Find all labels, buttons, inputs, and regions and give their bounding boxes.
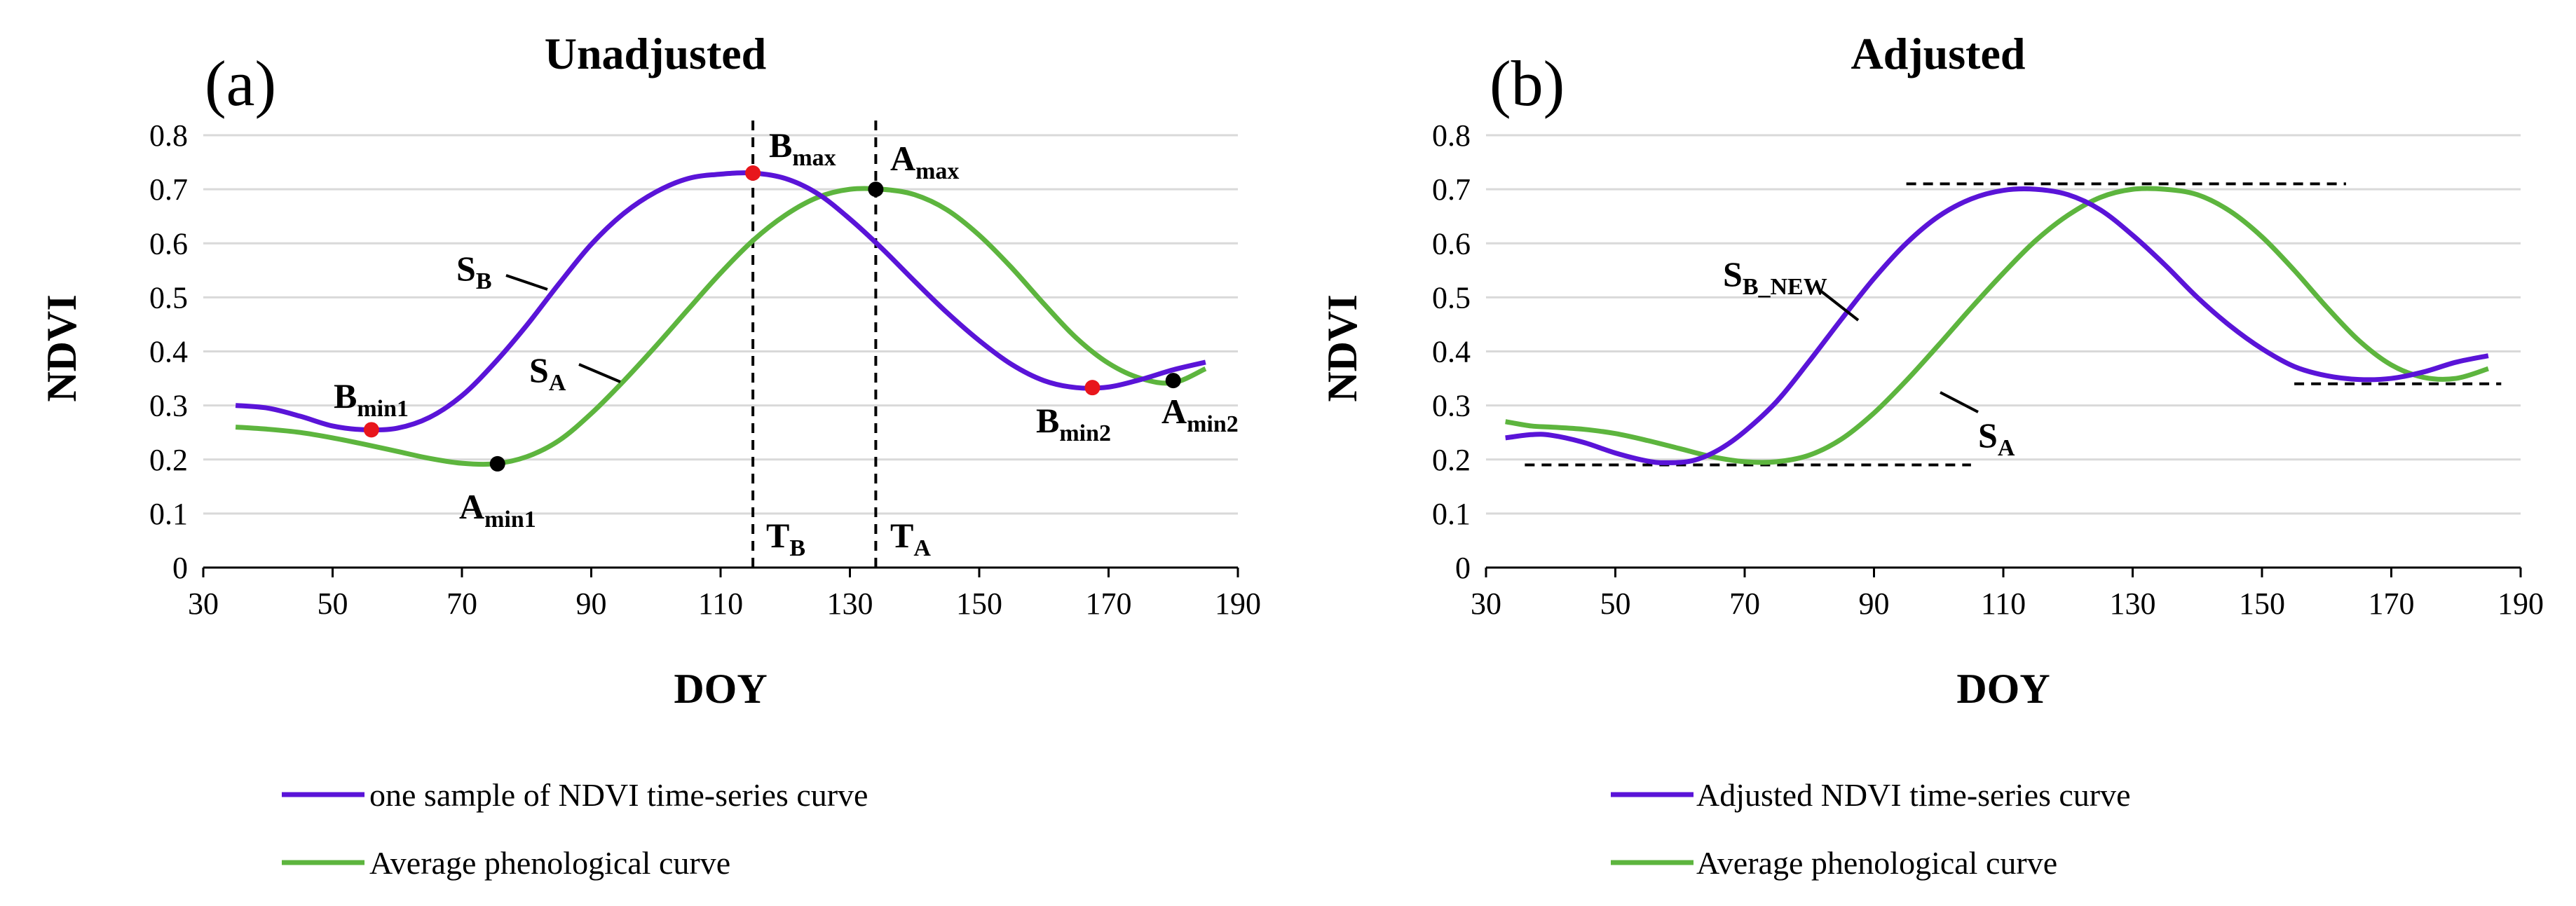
y-tick-label: 0.8	[1432, 118, 1471, 153]
label-b-max: Bmax	[769, 125, 836, 171]
panel-a-x-axis-title: DOY	[674, 666, 767, 712]
legend-label-adjusted-ndvi: Adjusted NDVI time-series curve	[1696, 777, 2131, 813]
label-sb-new: SB_NEW	[1723, 254, 1827, 300]
y-tick-label: 0.5	[1432, 280, 1471, 315]
x-tick-label: 190	[2497, 586, 2544, 621]
y-tick-label: 0.7	[1432, 172, 1471, 207]
y-tick-label: 0	[1455, 551, 1471, 585]
label-tb: TB	[766, 516, 805, 561]
y-tick-label: 0.6	[1432, 226, 1471, 261]
legend-label-ndvi-sample: one sample of NDVI time-series curve	[369, 777, 868, 813]
panel-b-y-axis-title: NDVI	[1319, 294, 1365, 401]
label-sa-b: SA	[1978, 416, 2015, 461]
panel-b-axes	[1485, 566, 2522, 577]
panel-a-legend: one sample of NDVI time-series curve Ave…	[282, 777, 868, 881]
x-tick-label: 130	[827, 586, 873, 621]
label-b-min2: Bmin2	[1036, 401, 1111, 446]
panel-a-x-tick-labels: 30 50 70 90 110 130 150 170 190	[188, 586, 1261, 621]
panel-b-sa-pointer	[1940, 391, 1979, 413]
label-a-min1: Amin1	[459, 487, 536, 533]
x-tick-label: 30	[1471, 586, 1501, 621]
y-tick-label: 0.8	[149, 118, 188, 153]
label-a-min2: Amin2	[1161, 392, 1239, 437]
panel-b-sbnew-pointer	[1818, 289, 1860, 322]
point-a-min2	[1165, 373, 1181, 389]
x-tick-label: 70	[447, 586, 477, 621]
y-tick-label: 0.6	[149, 226, 188, 261]
point-b-min1	[363, 422, 379, 438]
label-sb: SB	[456, 249, 492, 294]
panel-b-x-axis-title: DOY	[1956, 666, 2050, 712]
x-tick-label: 50	[318, 586, 348, 621]
panel-a-axes	[202, 566, 1239, 577]
panel-a-gridlines	[203, 134, 1238, 515]
panel-a-series-ndvi-sample	[235, 170, 1206, 433]
y-tick-label: 0.4	[1432, 335, 1471, 369]
x-tick-label: 170	[1086, 586, 1132, 621]
y-tick-label: 0.7	[149, 172, 188, 207]
label-sa: SA	[529, 350, 566, 396]
panel-b-title: Adjusted	[1851, 29, 2026, 78]
x-tick-label: 50	[1600, 586, 1631, 621]
y-tick-label: 0.3	[149, 389, 188, 423]
x-tick-label: 90	[1859, 586, 1890, 621]
y-tick-label: 0.5	[149, 280, 188, 315]
legend-label-average-phenological: Average phenological curve	[369, 845, 730, 881]
label-b-min1: Bmin1	[334, 376, 409, 422]
panel-b-y-tick-labels: 0 0.1 0.2 0.3 0.4 0.5 0.6 0.7 0.8	[1432, 118, 1471, 585]
y-tick-label: 0.1	[149, 497, 188, 531]
panel-b-legend: Adjusted NDVI time-series curve Average …	[1611, 777, 2131, 881]
panel-b-x-tick-labels: 30 50 70 90 110 130 150 170 190	[1471, 586, 2544, 621]
panel-a-y-tick-labels: 0 0.1 0.2 0.3 0.4 0.5 0.6 0.7 0.8	[149, 118, 188, 585]
panel-a-series-average-phenological	[235, 186, 1207, 467]
panel-b-adjusted: (b) Adjusted 0 0.1 0.2 0.3 0.4 0.5 0.6 0…	[1319, 29, 2544, 881]
label-a-max: Amax	[890, 139, 959, 184]
y-tick-label: 0.1	[1432, 497, 1471, 531]
label-ta: TA	[890, 516, 931, 561]
panel-a-y-axis-title: NDVI	[39, 294, 85, 401]
panel-b-series-average-phenological	[1505, 186, 2489, 465]
y-tick-label: 0	[172, 551, 188, 585]
legend-label-average-phenological-b: Average phenological curve	[1696, 845, 2057, 881]
x-tick-label: 190	[1215, 586, 1261, 621]
point-a-max	[868, 181, 884, 198]
x-tick-label: 90	[576, 586, 607, 621]
point-b-max	[745, 165, 761, 181]
y-tick-label: 0.4	[149, 335, 188, 369]
x-tick-label: 70	[1729, 586, 1760, 621]
x-tick-label: 30	[188, 586, 219, 621]
panel-a-unadjusted: (a) Unadjusted 0 0.1 0.2 0.3 0.4 0.5 0.6…	[39, 29, 1261, 881]
x-tick-label: 150	[2239, 586, 2285, 621]
point-b-min2	[1084, 380, 1100, 396]
y-tick-label: 0.2	[1432, 443, 1471, 477]
panel-a-sb-pointer	[505, 274, 548, 291]
x-tick-label: 110	[1981, 586, 2026, 621]
x-tick-label: 110	[698, 586, 743, 621]
point-a-min1	[489, 455, 505, 472]
panel-a-sa-pointer	[578, 363, 621, 383]
x-tick-label: 150	[956, 586, 1002, 621]
x-tick-label: 130	[2110, 586, 2156, 621]
panel-a-letter: (a)	[205, 48, 276, 119]
panel-a-title: Unadjusted	[545, 29, 767, 78]
x-tick-label: 170	[2369, 586, 2415, 621]
panel-b-series-adjusted-ndvi	[1505, 186, 2489, 465]
y-tick-label: 0.2	[149, 443, 188, 477]
panel-b-letter: (b)	[1490, 48, 1565, 119]
y-tick-label: 0.3	[1432, 389, 1471, 423]
